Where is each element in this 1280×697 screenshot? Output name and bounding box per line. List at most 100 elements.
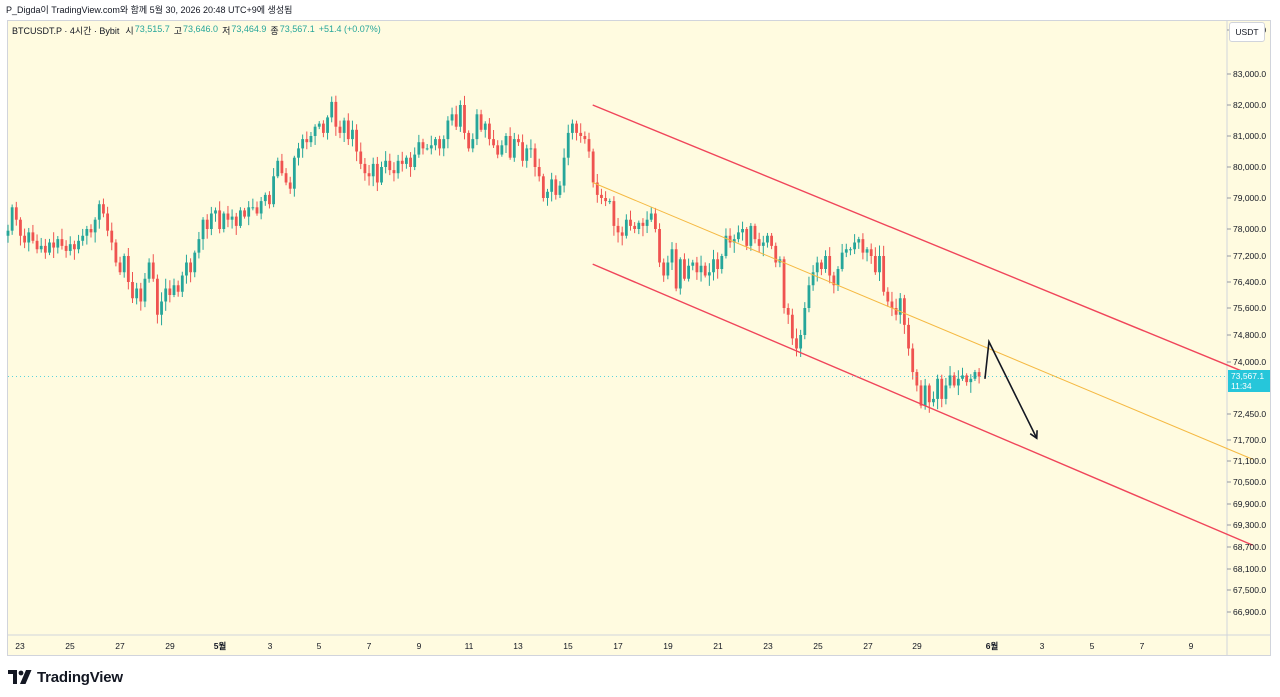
candle-body (741, 229, 744, 233)
candle-body (932, 398, 935, 403)
candle-body (587, 139, 591, 152)
candle-body (77, 240, 80, 250)
candle-body (168, 288, 172, 295)
candle-body (537, 167, 541, 177)
candle-body (346, 120, 350, 140)
candle-body (176, 285, 180, 292)
candle-body (965, 375, 969, 383)
candle-body (392, 170, 396, 174)
candle-body (861, 239, 865, 253)
candle-body (114, 242, 118, 263)
y-tick-label: 70,500.0 (1233, 477, 1266, 487)
candle-body (380, 167, 383, 183)
currency-selector[interactable]: USDT (1229, 22, 1265, 42)
candle-body (882, 256, 886, 292)
candle-body (259, 201, 263, 214)
candle-body (699, 265, 703, 273)
tradingview-wordmark: TradingView (37, 668, 123, 686)
candle-body (815, 262, 819, 273)
candle-body (322, 123, 325, 133)
y-tick-label: 71,700.0 (1233, 435, 1266, 445)
candle-body (106, 213, 109, 231)
candle-body (14, 207, 18, 220)
candle-body (97, 204, 101, 220)
x-tick-label: 9 (1189, 641, 1194, 651)
candle-body (915, 372, 919, 386)
candle-body (60, 239, 64, 246)
projection-arrow (984, 338, 1038, 439)
candle-body (131, 282, 134, 299)
candle-body (732, 239, 736, 243)
y-axis-ticks: 84,000.083,000.082,000.081,000.080,000.0… (1227, 25, 1266, 617)
candle-body (239, 210, 242, 226)
candle-body (297, 148, 300, 158)
candle-body (678, 259, 682, 289)
candle-body (973, 372, 977, 379)
symbol-name[interactable]: BTCUSDT.P · 4시간 · Bybit (12, 26, 120, 36)
candle-body (438, 139, 441, 149)
x-tick-label: 5 (317, 641, 322, 651)
y-tick-label: 67,500.0 (1233, 585, 1266, 595)
candle-body (517, 139, 520, 143)
candle-body (807, 285, 811, 308)
candle-body (255, 207, 259, 214)
candle-body (579, 132, 583, 136)
candle-body (243, 210, 246, 217)
tradingview-logo[interactable]: TradingView (8, 666, 123, 688)
candle-body (496, 145, 500, 155)
candle-body (898, 298, 902, 315)
candle-body (608, 201, 612, 203)
candle-body (500, 145, 504, 155)
candle-body (313, 126, 317, 136)
candle-body (110, 230, 114, 243)
x-tick-label: 6월 (986, 641, 999, 651)
y-tick-label: 69,900.0 (1233, 499, 1266, 509)
candle-body (351, 129, 354, 140)
x-tick-label: 15 (563, 641, 573, 651)
candle-body (820, 262, 823, 269)
x-tick-label: 11 (465, 641, 474, 651)
candle-body (894, 308, 898, 315)
change-value: +51.4 (+0.07%) (318, 24, 381, 34)
candle-body (853, 242, 856, 250)
candle-body (421, 142, 425, 149)
candle-body (189, 262, 192, 273)
candle-body (276, 160, 280, 177)
candle-body (857, 239, 861, 243)
last-price-tag: 73,567.1 11:34 (1228, 370, 1270, 392)
candle-body (541, 176, 545, 198)
x-tick-label: 7 (1140, 641, 1145, 651)
candle-body (126, 256, 130, 282)
candle-body (562, 157, 566, 186)
candle-body (201, 219, 205, 240)
candle-body (458, 105, 462, 127)
candle-body (81, 235, 85, 241)
candle-body (10, 207, 14, 231)
candle-body (600, 194, 603, 198)
channel-upper-line (592, 104, 1253, 377)
candle-body (745, 229, 749, 246)
x-tick-label: 19 (663, 641, 673, 651)
candle-body (566, 132, 570, 158)
x-tick-label: 23 (15, 641, 25, 651)
candle-body (425, 148, 429, 150)
x-tick-label: 25 (65, 641, 75, 651)
candle-body (786, 308, 790, 315)
candle-body (405, 157, 408, 164)
candle-body (446, 120, 450, 140)
candle-body (338, 126, 342, 133)
candle-body (620, 232, 624, 236)
chart-pane[interactable] (7, 20, 1271, 656)
candle-body (591, 151, 595, 183)
candle-body (31, 232, 35, 241)
candle-body (197, 239, 201, 253)
candle-body (840, 252, 844, 269)
candle-body (944, 385, 948, 399)
x-tick-label: 21 (713, 641, 723, 651)
candle-body (251, 207, 255, 209)
candle-body (492, 139, 495, 146)
x-tick-label: 5월 (214, 641, 227, 651)
x-tick-label: 17 (613, 641, 623, 651)
candle-body (151, 262, 155, 279)
